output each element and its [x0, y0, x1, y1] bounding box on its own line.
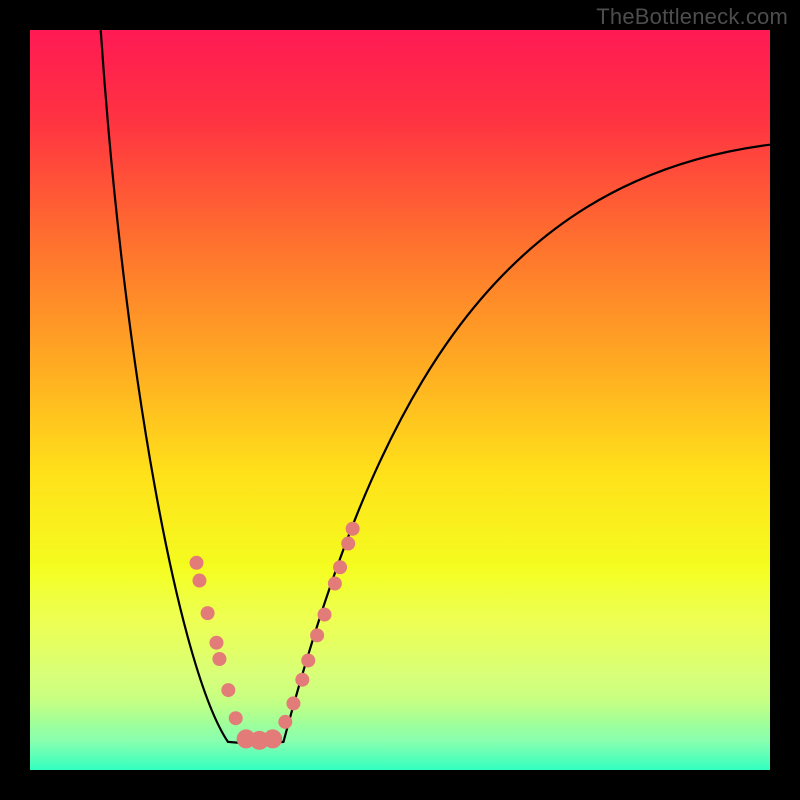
curve-dot [346, 522, 360, 536]
curve-dot [221, 683, 235, 697]
highlight-band [30, 563, 770, 726]
curve-dot [295, 673, 309, 687]
bottleneck-chart [0, 0, 800, 800]
curve-dot [192, 574, 206, 588]
curve-dot [201, 606, 215, 620]
curve-dot [209, 636, 223, 650]
curve-dot [328, 577, 342, 591]
curve-dot [212, 652, 226, 666]
curve-dot [286, 696, 300, 710]
curve-dot [301, 653, 315, 667]
curve-dot [190, 556, 204, 570]
curve-dot [310, 628, 324, 642]
curve-dot [229, 711, 243, 725]
curve-dot [341, 537, 355, 551]
curve-dot [333, 560, 347, 574]
curve-dot [278, 715, 292, 729]
curve-dot [318, 608, 332, 622]
watermark-label: TheBottleneck.com [596, 4, 788, 30]
curve-dot [263, 729, 282, 748]
